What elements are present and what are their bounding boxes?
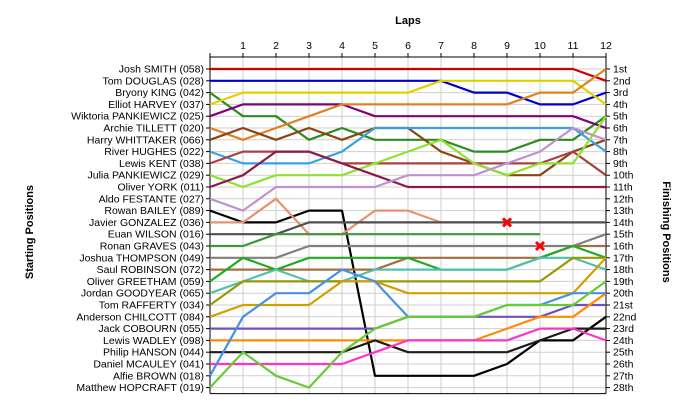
finishing-position-label: 4th bbox=[613, 99, 628, 111]
starting-position-label: Oliver YORK (011) bbox=[117, 182, 204, 194]
finishing-position-label: 20th bbox=[613, 288, 634, 300]
driver-line bbox=[209, 150, 606, 189]
x-tick-label: 3 bbox=[306, 40, 312, 52]
starting-position-label: Josh SMITH (058) bbox=[119, 64, 204, 76]
finishing-position-label: 28th bbox=[613, 382, 634, 394]
retirement-marker bbox=[534, 240, 546, 252]
finishing-position-label: 24th bbox=[613, 335, 634, 347]
starting-position-label: Lewis WADLEY (098) bbox=[103, 335, 204, 347]
finishing-position-label: 15th bbox=[613, 229, 634, 241]
finishing-position-label: 14th bbox=[613, 217, 634, 229]
finishing-position-label: 8th bbox=[613, 146, 628, 158]
finishing-position-label: 5th bbox=[613, 111, 628, 123]
starting-position-label: Tom DOUGLAS (028) bbox=[102, 75, 204, 87]
starting-position-label: Javier GONZALEZ (036) bbox=[89, 217, 204, 229]
starting-position-label: Rowan BAILEY (089) bbox=[104, 205, 204, 217]
x-tick-label: 11 bbox=[568, 40, 579, 52]
driver-line bbox=[210, 79, 607, 106]
driver-line bbox=[209, 280, 607, 389]
x-tick-label: 8 bbox=[471, 40, 477, 52]
driver-line bbox=[209, 103, 607, 130]
driver-line bbox=[209, 256, 606, 306]
starting-position-label: Harry WHITTAKER (066) bbox=[87, 134, 204, 146]
driver-series bbox=[209, 67, 607, 389]
finishing-position-label: 12th bbox=[613, 193, 634, 205]
driver-line bbox=[209, 257, 607, 318]
starting-position-label: Elliot HARVEY (037) bbox=[108, 99, 204, 111]
starting-position-label: Jordan GOODYEAR (065) bbox=[81, 288, 204, 300]
finishing-position-label: 1st bbox=[613, 64, 627, 76]
starting-position-label: Anderson CHILCOTT (084) bbox=[76, 311, 204, 323]
x-tick-label: 6 bbox=[405, 40, 411, 52]
driver-line bbox=[209, 68, 607, 141]
finishing-position-label: 22nd bbox=[613, 311, 637, 323]
finishing-position-label: 16th bbox=[613, 241, 634, 253]
driver-line bbox=[209, 126, 607, 212]
finishing-position-label: 27th bbox=[613, 370, 634, 382]
starting-position-label: Philip HANSON (044) bbox=[103, 347, 204, 359]
starting-position-label: Tom RAFFERTY (034) bbox=[99, 300, 204, 312]
starting-position-label: Ronan GRAVES (043) bbox=[100, 241, 204, 253]
finishing-position-label: 6th bbox=[613, 123, 628, 135]
driver-line bbox=[210, 67, 607, 82]
starting-position-label: Alfie BROWN (018) bbox=[113, 370, 204, 382]
finishing-position-label: 21st bbox=[613, 300, 633, 312]
x-axis-title: Laps bbox=[395, 15, 421, 27]
driver-line bbox=[209, 91, 607, 153]
axes bbox=[206, 53, 610, 395]
x-tick-label: 12 bbox=[600, 40, 612, 52]
x-tick-label: 7 bbox=[438, 40, 444, 52]
finishing-position-label: 25th bbox=[613, 347, 634, 359]
starting-position-label: Bryony KING (042) bbox=[115, 87, 204, 99]
starting-position-label: Oliver GREETHAM (059) bbox=[87, 276, 204, 288]
starting-position-label: Matthew HOPCRAFT (019) bbox=[76, 382, 204, 394]
finishing-position-label: 26th bbox=[613, 359, 634, 371]
x-tick-label: 5 bbox=[372, 40, 378, 52]
driver-line bbox=[209, 115, 607, 189]
finishing-position-label: 23rd bbox=[613, 323, 634, 335]
driver-line bbox=[210, 197, 507, 236]
x-tick-label: 2 bbox=[273, 40, 279, 52]
starting-position-label: River HUGHES (022) bbox=[104, 146, 204, 158]
finishing-position-label: 9th bbox=[613, 158, 628, 170]
finishing-position-label: 13th bbox=[613, 205, 634, 217]
y-axis-title-left: Starting Positions bbox=[24, 185, 36, 279]
starting-position-label: Wiktoria PANKIEWICZ (025) bbox=[71, 111, 204, 123]
finishing-position-label: 11th bbox=[613, 182, 633, 194]
x-tick-label: 1 bbox=[240, 40, 246, 52]
driver-line bbox=[210, 327, 606, 354]
starting-position-label: Lewis KENT (038) bbox=[119, 158, 204, 170]
starting-position-label: Archie TILLETT (020) bbox=[103, 123, 204, 135]
driver-line bbox=[209, 79, 607, 106]
y-axis-title-right: Finishing Positions bbox=[660, 181, 672, 282]
retirement-marker bbox=[501, 217, 513, 228]
starting-position-label: Daniel MCAULEY (041) bbox=[93, 359, 204, 371]
x-tick-label: 10 bbox=[534, 40, 546, 52]
retirement-markers bbox=[501, 217, 546, 252]
driver-line bbox=[209, 126, 607, 165]
x-tick-label: 9 bbox=[504, 40, 510, 52]
finishing-position-label: 7th bbox=[613, 134, 628, 146]
grid bbox=[210, 57, 607, 394]
starting-position-label: Aldo FESTANTE (027) bbox=[99, 193, 204, 205]
starting-position-label: Saul ROBINSON (072) bbox=[97, 264, 204, 276]
finishing-position-label: 17th bbox=[613, 252, 634, 264]
finishing-position-labels: 1st2nd3rd4th5th6th7th8th9th10th11th12th1… bbox=[613, 64, 637, 395]
driver-line bbox=[209, 256, 607, 295]
finishing-position-label: 10th bbox=[613, 170, 634, 182]
starting-position-label: Joshua THOMPSON (049) bbox=[79, 252, 204, 264]
x-tick-labels: 1 2 3 4 5 6 7 8 9 10 11 12 bbox=[240, 40, 612, 52]
finishing-position-label: 18th bbox=[613, 264, 634, 276]
starting-position-label: Jack COBOURN (055) bbox=[98, 323, 204, 335]
starting-position-labels: Josh SMITH (058)Tom DOUGLAS (028)Bryony … bbox=[71, 64, 204, 395]
starting-position-label: Euan WILSON (016) bbox=[108, 229, 204, 241]
starting-position-label: Julia PANKIEWICZ (029) bbox=[88, 170, 205, 182]
driver-line bbox=[210, 327, 607, 366]
finishing-position-label: 3rd bbox=[613, 87, 628, 99]
x-tick-label: 4 bbox=[339, 40, 345, 52]
driver-line bbox=[210, 233, 540, 248]
finishing-position-label: 19th bbox=[613, 276, 634, 288]
finishing-position-label: 2nd bbox=[613, 75, 631, 87]
